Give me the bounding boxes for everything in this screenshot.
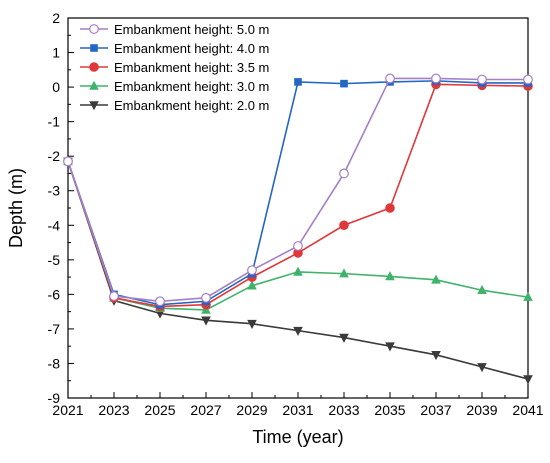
data-point bbox=[63, 156, 73, 167]
legend-marker bbox=[90, 44, 98, 52]
data-point bbox=[385, 203, 395, 213]
data-point bbox=[477, 363, 487, 373]
y-tick-label: -1 bbox=[48, 114, 61, 130]
series-layer bbox=[63, 73, 533, 385]
x-tick-label: 2035 bbox=[374, 402, 405, 418]
y-tick-label: -9 bbox=[48, 390, 61, 406]
legend-item: Embankment height: 3.5 m bbox=[80, 60, 269, 75]
y-tick-label: -6 bbox=[48, 286, 61, 302]
data-point bbox=[247, 265, 257, 276]
data-point bbox=[201, 292, 211, 303]
data-point bbox=[109, 291, 119, 301]
y-tick-label: -4 bbox=[48, 217, 61, 233]
legend-label: Embankment height: 2.0 m bbox=[114, 98, 269, 113]
x-tick-label: 2029 bbox=[236, 402, 267, 418]
legend-marker bbox=[89, 24, 99, 34]
x-tick-label: 2025 bbox=[144, 402, 175, 418]
legend-label: Embankment height: 4.0 m bbox=[114, 41, 269, 56]
series-2 bbox=[63, 79, 533, 312]
x-tick-label: 2041 bbox=[512, 402, 543, 418]
data-point bbox=[339, 268, 349, 278]
x-tick-label: 2037 bbox=[420, 402, 451, 418]
data-point bbox=[201, 316, 211, 326]
series-0 bbox=[63, 73, 533, 307]
series-line bbox=[67, 161, 529, 311]
data-point bbox=[340, 79, 348, 88]
data-point bbox=[477, 74, 487, 85]
data-point bbox=[293, 326, 303, 336]
x-axis-title: Time (year) bbox=[252, 427, 343, 447]
data-point bbox=[339, 220, 349, 231]
data-point bbox=[385, 342, 395, 352]
x-tick-label: 2031 bbox=[282, 402, 313, 418]
data-point bbox=[477, 284, 487, 295]
data-point bbox=[294, 78, 302, 86]
y-axis-title: Depth (m) bbox=[6, 168, 26, 248]
data-point bbox=[293, 241, 303, 251]
legend-item: Embankment height: 2.0 m bbox=[80, 98, 269, 113]
y-tick-label: -7 bbox=[48, 321, 61, 337]
x-tick-label: 2027 bbox=[190, 402, 221, 418]
plot-frame bbox=[67, 17, 529, 399]
data-point bbox=[385, 73, 395, 84]
data-point bbox=[247, 319, 257, 330]
data-point bbox=[385, 271, 395, 281]
legend-marker bbox=[89, 80, 99, 90]
y-tick-label: 2 bbox=[52, 10, 60, 26]
y-tick-label: 1 bbox=[52, 45, 60, 61]
data-point bbox=[247, 280, 257, 290]
x-tick-label: 2023 bbox=[98, 402, 129, 418]
data-point bbox=[523, 291, 533, 301]
series-4 bbox=[63, 157, 533, 385]
data-point bbox=[431, 351, 441, 361]
x-tick-label: 2021 bbox=[52, 402, 83, 418]
x-tick-label: 2033 bbox=[328, 402, 359, 418]
data-point bbox=[339, 168, 349, 179]
legend-marker bbox=[89, 62, 99, 72]
y-tick-label: -5 bbox=[48, 252, 61, 268]
legend-item: Embankment height: 3.0 m bbox=[80, 79, 269, 94]
data-point bbox=[523, 74, 533, 85]
y-tick-label: -8 bbox=[48, 355, 61, 371]
data-point bbox=[431, 73, 441, 84]
y-tick-label: 0 bbox=[52, 79, 60, 95]
x-tick-label: 2039 bbox=[466, 402, 497, 418]
data-point bbox=[155, 296, 165, 307]
legend-marker bbox=[89, 101, 99, 111]
data-point bbox=[431, 274, 441, 284]
y-tick-label: -3 bbox=[48, 183, 61, 199]
y-tick-label: -2 bbox=[48, 148, 61, 164]
legend-label: Embankment height: 5.0 m bbox=[114, 22, 269, 37]
legend-label: Embankment height: 3.5 m bbox=[114, 60, 269, 75]
legend-item: Embankment height: 5.0 m bbox=[80, 22, 269, 37]
legend: Embankment height: 5.0 m Embankment heigh… bbox=[80, 22, 269, 113]
series-3 bbox=[63, 156, 533, 314]
legend-item: Embankment height: 4.0 m bbox=[80, 41, 269, 56]
data-point bbox=[293, 266, 303, 276]
ticks-layer: 2021 2023 2025 2027 2029 2031 2033 2035 2037 2039… bbox=[48, 10, 544, 418]
legend-label: Embankment height: 3.0 m bbox=[114, 79, 269, 94]
data-point bbox=[523, 375, 533, 385]
data-point bbox=[339, 333, 349, 343]
